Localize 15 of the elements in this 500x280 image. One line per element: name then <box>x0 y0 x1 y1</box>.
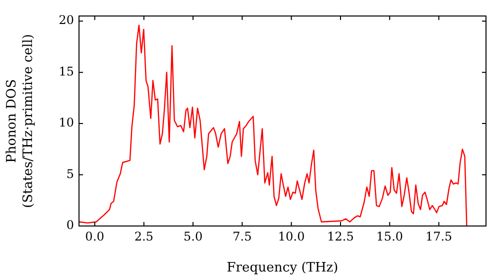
x-tick-label: 10.0 <box>278 229 305 244</box>
y-tick-label: 20 <box>58 13 74 28</box>
x-tick-label: 7.5 <box>232 229 252 244</box>
y-tick-label: 0 <box>66 218 74 232</box>
x-tick-label: 15.0 <box>376 229 404 244</box>
x-tick-label: 12.5 <box>327 229 354 244</box>
x-tick-label: 17.5 <box>425 229 452 244</box>
x-tick-label: 2.5 <box>134 229 154 244</box>
y-tick-label: 5 <box>66 166 74 181</box>
y-tick-label: 15 <box>58 64 74 78</box>
x-axis-title: Frequency (THz) <box>226 260 338 276</box>
y-tick-label: 10 <box>58 116 74 130</box>
x-tick-label: 5.0 <box>183 229 203 244</box>
x-tick-label: 0.0 <box>85 229 104 244</box>
y-axis-title: Phonon DOS (States/THz·primitive cell) <box>4 34 36 208</box>
